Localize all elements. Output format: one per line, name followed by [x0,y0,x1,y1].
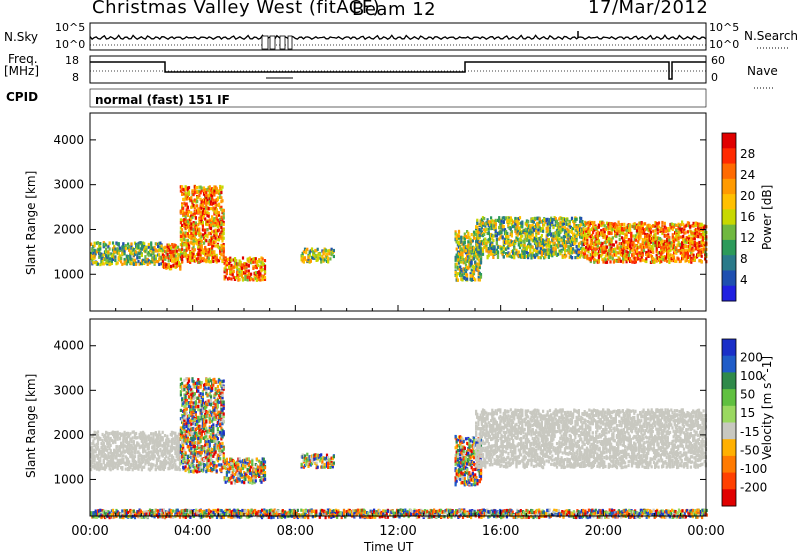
power-ytick-label-3: 1000 [53,267,84,281]
power-ytick-label-1: 3000 [53,178,84,192]
velocity-ytick-label-3: 1000 [53,472,84,486]
velocity-colorbar-seg-7 [722,455,736,474]
beam-label: Beam 12 [352,0,437,20]
freq-panel-frame [89,55,707,84]
velocity-colorbar-tick-0: 200 [740,351,763,365]
x-tick-label-2: 08:00 [277,524,314,539]
velocity-colorbar-tick-4: -15 [740,425,760,439]
noise-right-tick-top: 10^5 [709,21,740,34]
nave-label: Nave [747,64,778,78]
freq-line [90,61,706,80]
velocity-echo-region-1 [179,377,225,474]
x-tick-label-4: 16:00 [482,524,519,539]
power-colorbar-tick-0: 28 [740,147,755,161]
velocity-colorbar-tick-5: -50 [740,443,760,457]
velocity-colorbar-seg-1 [722,355,736,373]
velocity-colorbar-tick-6: -100 [740,462,767,476]
x-tick-label-5: 20:00 [585,524,622,539]
velocity-ytick-label-2: 2000 [53,428,84,442]
power-colorbar-tick-3: 16 [740,210,755,224]
velocity-colorbar-seg-9 [722,489,736,507]
power-echo-region-0 [90,241,164,267]
velocity-echo-region-5 [475,408,707,470]
noise-gap-3 [287,35,293,50]
power-colorbar-seg-5 [722,209,736,226]
station-title: Christmas Valley West (fitACF) [92,0,381,18]
power-colorbar-tick-2: 20 [740,189,755,203]
velocity-colorbar-seg-8 [722,472,736,490]
power-echo-region-6 [475,216,585,260]
power-colorbar-seg-3 [722,178,736,195]
freq-tick-bottom: 8 [72,71,79,84]
velocity-echo-region-2 [223,457,267,485]
velocity-colorbar-seg-4 [722,405,736,423]
nave-tick-bottom: 0 [711,71,718,84]
date-label: 17/Mar/2012 [588,0,709,18]
power-echo-region-7 [582,220,708,264]
velocity-ytick-label-1: 3000 [53,383,84,397]
x-axis-label: Time UT [364,540,414,554]
velocity-colorbar-frame [721,338,737,507]
velocity-colorbar-seg-5 [722,422,736,440]
noise-panel-frame [89,22,707,51]
x-tick-label-6: 00:00 [687,524,724,539]
power-colorbar-tick-6: 4 [740,273,748,287]
nave-tick-top: 60 [711,54,725,67]
power-colorbar-seg-9 [722,270,736,287]
power-echo-region-4 [300,247,335,264]
velocity-colorbar-tick-3: 15 [740,406,755,420]
velocity-ytick-label-0: 4000 [53,339,84,353]
freq-unit-label: [MHz] [4,64,40,78]
cpid-value: normal (fast) 151 IF [95,93,230,107]
x-tick-label-3: 12:00 [379,524,416,539]
noise-sky-line [89,34,707,41]
power-colorbar-seg-6 [722,224,736,241]
x-tick-label-1: 04:00 [174,524,211,539]
velocity-colorbar-seg-6 [722,439,736,457]
power-colorbar-seg-8 [722,255,736,271]
power-colorbar-seg-1 [722,148,736,165]
noise-gap-1 [269,35,276,50]
velocity-colorbar-seg-3 [722,389,736,407]
velocity-echo-region-6 [90,508,708,520]
power-colorbar-tick-1: 24 [740,168,755,182]
power-echo-region-3 [223,256,267,282]
velocity-echo-region-4 [454,434,483,487]
power-colorbar-seg-10 [722,285,736,302]
noise-sky-label: N.Sky [4,30,39,44]
power-ytick-label-0: 4000 [53,133,84,147]
power-colorbar-seg-4 [722,194,736,210]
power-colorbar-frame [721,132,737,302]
power-echo-region-1 [161,243,182,271]
power-colorbar-tick-4: 12 [740,231,755,245]
power-ytick-label-2: 2000 [53,222,84,236]
x-tick-label-0: 00:00 [71,524,108,539]
velocity-echo-region-0 [90,430,182,472]
noise-gap-2 [279,35,286,50]
velocity-colorbar-tick-1: 100 [740,369,763,383]
velocity-colorbar-tick-2: 50 [740,388,755,402]
power-echo-region-2 [179,184,225,264]
velocity-colorbar-seg-2 [722,372,736,390]
velocity-echo-region-3 [300,452,335,470]
heatmap-velocity [90,377,708,520]
velocity-colorbar-seg-0 [722,339,736,357]
power-colorbar-tick-5: 8 [740,252,748,266]
velocity-colorbar-tick-7: -200 [740,480,767,494]
power-colorbar-seg-2 [722,163,736,180]
noise-left-tick-bottom: 10^0 [55,38,86,51]
freq-tick-top: 18 [65,54,79,67]
noise-right-tick-bottom: 10^0 [709,38,740,51]
cpid-frame [89,88,707,108]
noise-gap-0 [261,35,269,50]
heatmap-power [90,184,708,282]
power-colorbar-seg-7 [722,239,736,256]
cpid-label: CPID [6,90,39,104]
power-colorbar-seg-0 [722,133,736,149]
noise-search-label: N.Search [744,29,799,43]
noise-left-tick-top: 10^5 [55,21,86,34]
freq-label: Freq. [8,52,38,66]
